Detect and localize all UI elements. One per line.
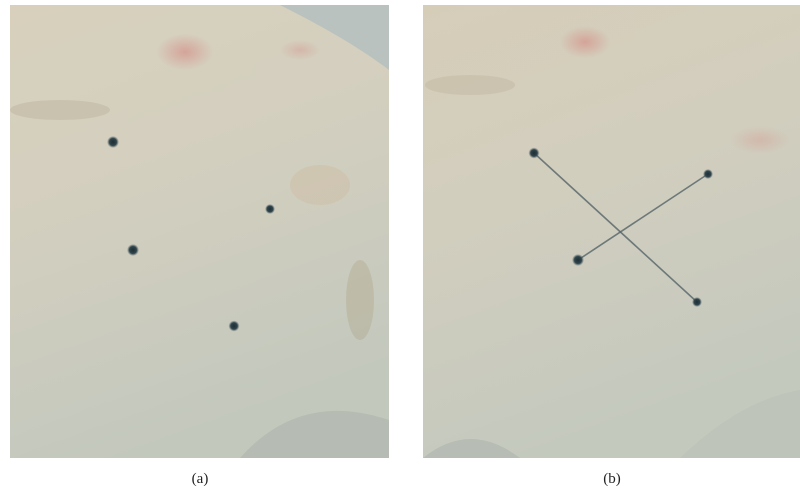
photo-a <box>10 5 389 458</box>
photo-b <box>423 5 800 458</box>
caption: (b) <box>603 471 621 487</box>
caption: (a) <box>192 471 209 487</box>
